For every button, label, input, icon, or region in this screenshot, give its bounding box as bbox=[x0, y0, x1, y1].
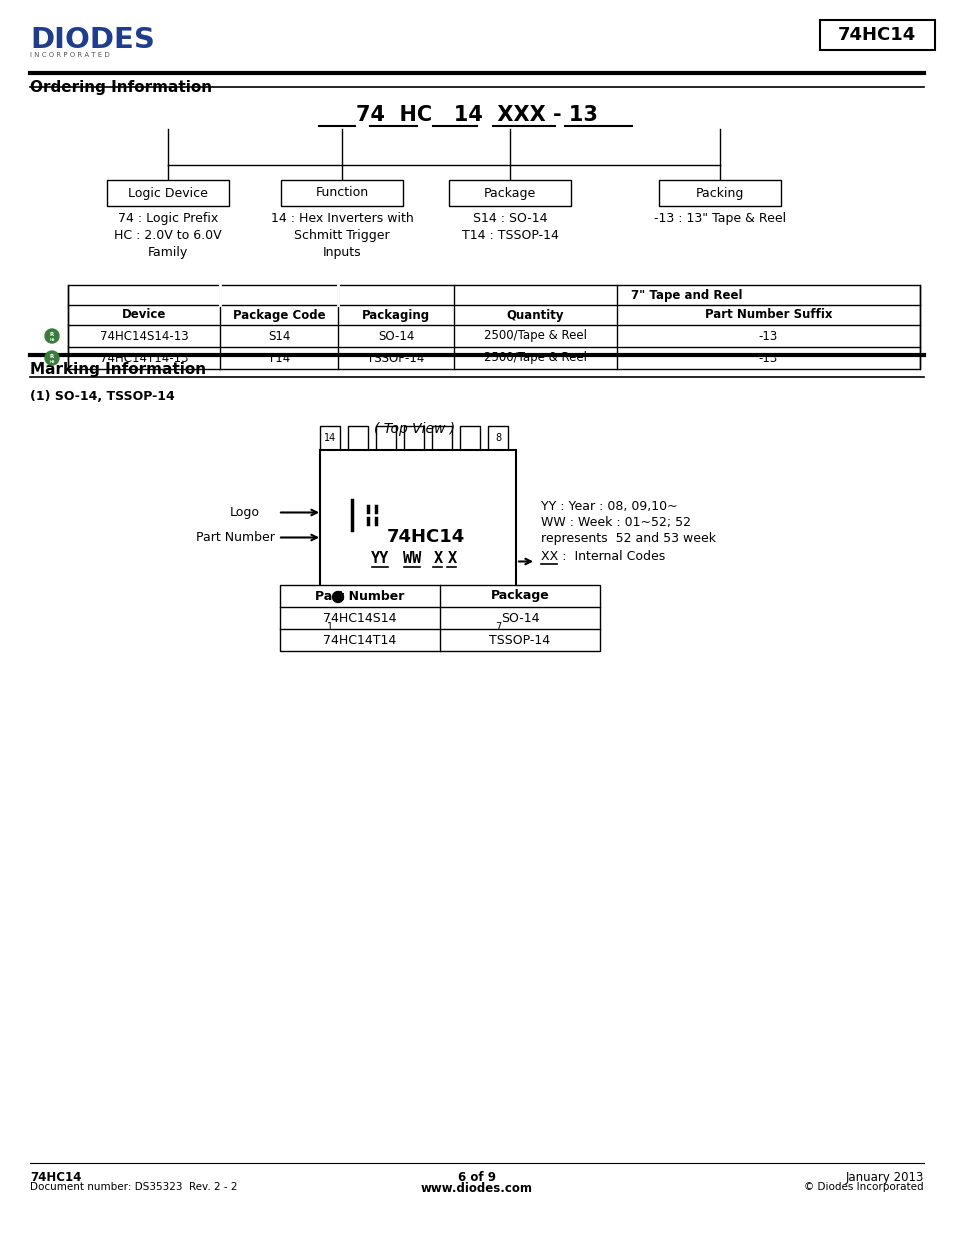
Text: YY: YY bbox=[371, 551, 389, 566]
Bar bbox=[459, 426, 479, 450]
Circle shape bbox=[333, 592, 343, 603]
Bar bbox=[488, 615, 507, 638]
Bar bbox=[403, 426, 423, 450]
Text: 74HC14: 74HC14 bbox=[387, 529, 465, 547]
Bar bbox=[432, 426, 452, 450]
Text: 8: 8 bbox=[495, 433, 500, 443]
Text: Part Number: Part Number bbox=[315, 589, 404, 603]
Text: Document number: DS35323  Rev. 2 - 2: Document number: DS35323 Rev. 2 - 2 bbox=[30, 1182, 237, 1192]
Text: 14: 14 bbox=[323, 433, 335, 443]
Text: Logic Device: Logic Device bbox=[128, 186, 208, 200]
Bar bbox=[403, 615, 423, 638]
Bar bbox=[375, 615, 395, 638]
Text: (1) SO-14, TSSOP-14: (1) SO-14, TSSOP-14 bbox=[30, 390, 174, 403]
Text: SO-14: SO-14 bbox=[500, 611, 538, 625]
Text: Ordering Information: Ordering Information bbox=[30, 80, 212, 95]
Text: Function: Function bbox=[315, 186, 368, 200]
Text: Logo: Logo bbox=[230, 506, 260, 519]
Text: X: X bbox=[447, 551, 456, 566]
Text: 1: 1 bbox=[327, 622, 333, 632]
Text: SO-14: SO-14 bbox=[377, 330, 414, 342]
Text: 14 : Hex Inverters with
Schmitt Trigger
Inputs: 14 : Hex Inverters with Schmitt Trigger … bbox=[271, 212, 413, 259]
Bar bbox=[348, 426, 368, 450]
Text: XX :  Internal Codes: XX : Internal Codes bbox=[540, 550, 664, 563]
Bar bbox=[375, 426, 395, 450]
Text: represents  52 and 53 week: represents 52 and 53 week bbox=[540, 532, 716, 545]
Text: 74HC14S14-13: 74HC14S14-13 bbox=[99, 330, 188, 342]
Text: I N C O R P O R A T E D: I N C O R P O R A T E D bbox=[30, 52, 110, 58]
Bar bbox=[68, 285, 919, 369]
Text: Packaging: Packaging bbox=[361, 309, 430, 321]
Text: X: X bbox=[433, 551, 442, 566]
Text: WW : Week : 01~52; 52: WW : Week : 01~52; 52 bbox=[540, 516, 690, 529]
Text: 74 : Logic Prefix
HC : 2.0V to 6.0V
Family: 74 : Logic Prefix HC : 2.0V to 6.0V Fami… bbox=[114, 212, 222, 259]
Text: © Diodes Incorporated: © Diodes Incorporated bbox=[803, 1182, 923, 1192]
Bar bbox=[107, 180, 229, 206]
Text: S14 : SO-14
T14 : TSSOP-14: S14 : SO-14 T14 : TSSOP-14 bbox=[461, 212, 558, 242]
Text: Marking Information: Marking Information bbox=[30, 362, 206, 377]
Text: 74HC14T14: 74HC14T14 bbox=[323, 634, 396, 646]
Text: HS: HS bbox=[50, 338, 54, 342]
Bar bbox=[319, 615, 339, 638]
Text: Part Number Suffix: Part Number Suffix bbox=[704, 309, 831, 321]
Text: Packing: Packing bbox=[695, 186, 743, 200]
Bar bbox=[459, 615, 479, 638]
Text: Package: Package bbox=[490, 589, 549, 603]
Text: -13 : 13" Tape & Reel: -13 : 13" Tape & Reel bbox=[653, 212, 785, 225]
Text: Package Code: Package Code bbox=[233, 309, 325, 321]
Bar bbox=[449, 180, 571, 206]
Text: YY : Year : 08, 09,10~: YY : Year : 08, 09,10~ bbox=[540, 500, 677, 513]
Text: ( Top View ): ( Top View ) bbox=[374, 422, 456, 436]
Text: 74HC14S14: 74HC14S14 bbox=[323, 611, 396, 625]
Bar bbox=[280, 585, 599, 651]
Text: 74  HC   14  XXX - 13: 74 HC 14 XXX - 13 bbox=[355, 105, 598, 125]
Bar bbox=[281, 180, 402, 206]
Circle shape bbox=[45, 351, 59, 366]
Text: Package: Package bbox=[483, 186, 536, 200]
Text: Part Number: Part Number bbox=[195, 531, 274, 543]
Bar bbox=[659, 180, 781, 206]
Bar bbox=[319, 450, 516, 615]
Text: TSSOP-14: TSSOP-14 bbox=[489, 634, 550, 646]
Text: 7" Tape and Reel: 7" Tape and Reel bbox=[631, 289, 742, 301]
Text: www.diodes.com: www.diodes.com bbox=[420, 1182, 533, 1195]
Text: WW: WW bbox=[402, 551, 420, 566]
Text: 74HC14: 74HC14 bbox=[30, 1171, 81, 1184]
Text: DIODES: DIODES bbox=[30, 26, 154, 54]
Text: 2500/Tape & Reel: 2500/Tape & Reel bbox=[483, 352, 586, 364]
Text: Quantity: Quantity bbox=[506, 309, 563, 321]
Text: T14: T14 bbox=[268, 352, 290, 364]
Text: S14: S14 bbox=[268, 330, 290, 342]
Text: HS: HS bbox=[50, 359, 54, 364]
Bar bbox=[488, 426, 507, 450]
Bar bbox=[820, 20, 934, 49]
Text: TSSOP-14: TSSOP-14 bbox=[367, 352, 424, 364]
Bar bbox=[348, 615, 368, 638]
Text: R: R bbox=[50, 354, 54, 359]
Bar bbox=[319, 426, 339, 450]
Bar bbox=[432, 615, 452, 638]
Circle shape bbox=[45, 329, 59, 343]
Text: 2500/Tape & Reel: 2500/Tape & Reel bbox=[483, 330, 586, 342]
Text: January 2013: January 2013 bbox=[844, 1171, 923, 1184]
Text: R: R bbox=[50, 332, 54, 337]
Text: Device: Device bbox=[122, 309, 166, 321]
Text: -13: -13 bbox=[758, 330, 778, 342]
Text: 6 of 9: 6 of 9 bbox=[457, 1171, 496, 1184]
Text: 7: 7 bbox=[495, 622, 500, 632]
Text: 74HC14T14-13: 74HC14T14-13 bbox=[100, 352, 188, 364]
Text: 74HC14: 74HC14 bbox=[837, 26, 915, 44]
Text: -13: -13 bbox=[758, 352, 778, 364]
